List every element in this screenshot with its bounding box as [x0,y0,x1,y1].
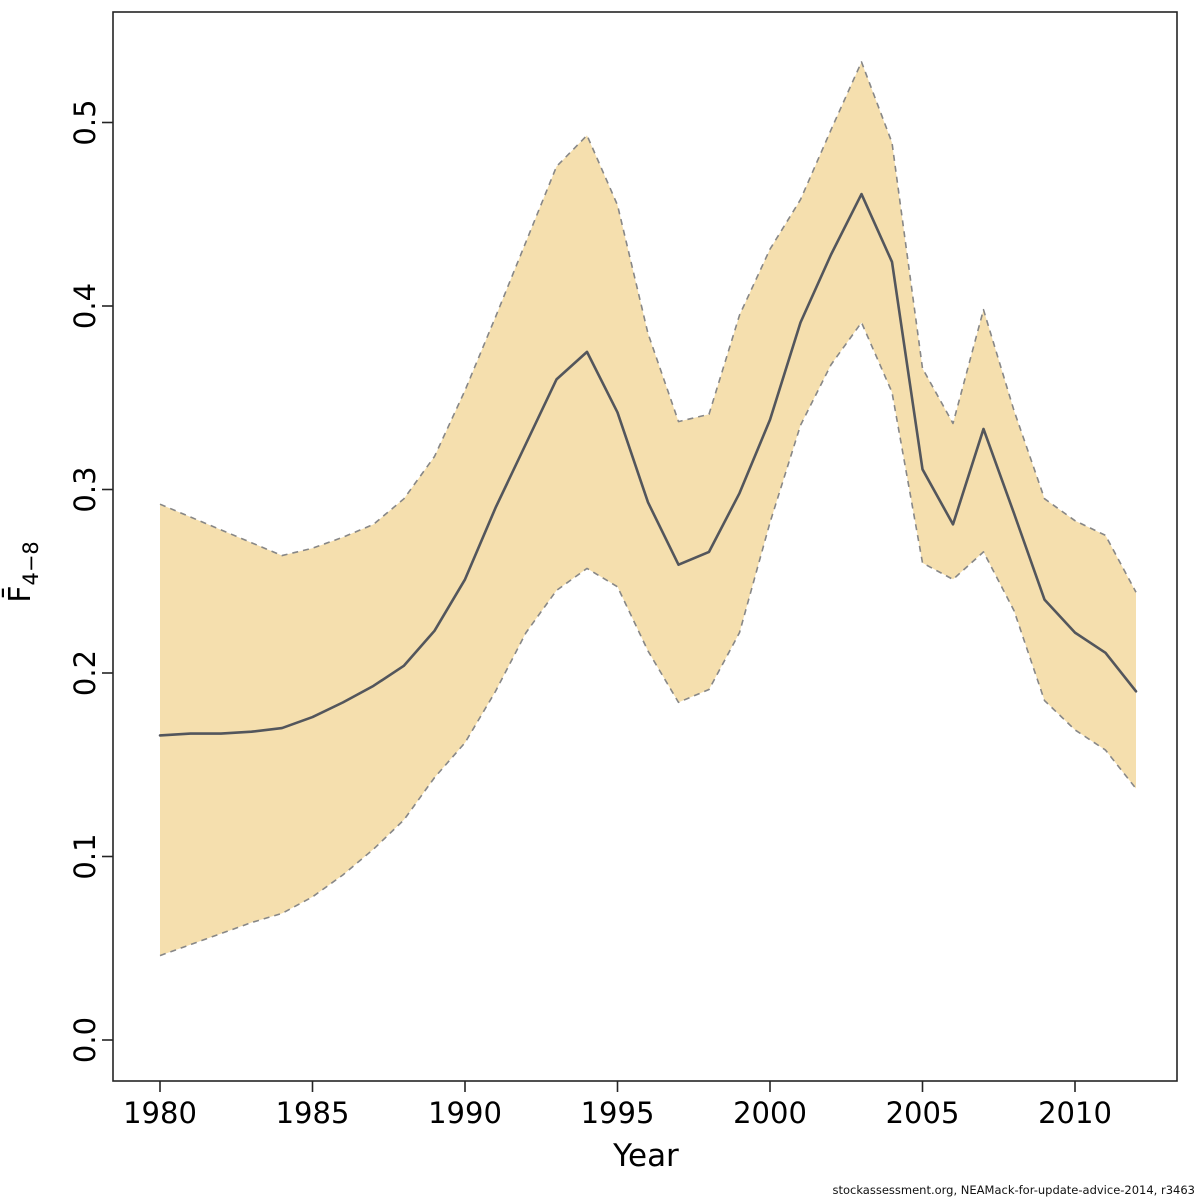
y-tick-label: 0.4 [68,283,102,329]
confidence-band [160,61,1136,956]
y-axis-label-subscript: 4−8 [19,541,43,585]
x-tick-label: 1985 [276,1096,350,1130]
x-tick-label: 2005 [886,1096,960,1130]
y-axis-label-base: F̄ [2,586,38,603]
ci-upper-edge [159,61,1137,593]
x-tick-label: 1980 [123,1096,197,1130]
credit-footer: stockassessment.org, NEAMack-for-update-… [832,1183,1195,1197]
estimate-line [158,192,1138,737]
y-tick-label: 0.5 [68,99,102,145]
y-tick-label: 0.2 [68,650,102,696]
y-tick-label: 0.1 [68,833,102,879]
x-tick-label: 2010 [1038,1096,1112,1130]
x-tick-label: 2000 [733,1096,807,1130]
plot-frame [112,11,1178,1082]
x-axis-label: Year [612,1138,679,1174]
x-tick-label: 1995 [581,1096,655,1130]
y-axis-label: F̄4−8 [2,541,43,603]
y-tick-label: 0.0 [68,1017,102,1063]
chart-layers: 1980 1985 1990 1995 2000 2005 2010 0.0 0.1 0.2 0.3… [68,11,1178,1130]
x-tick-label: 1990 [428,1096,502,1130]
ci-lower-edge [159,321,1137,957]
y-tick-label: 0.3 [68,466,102,512]
